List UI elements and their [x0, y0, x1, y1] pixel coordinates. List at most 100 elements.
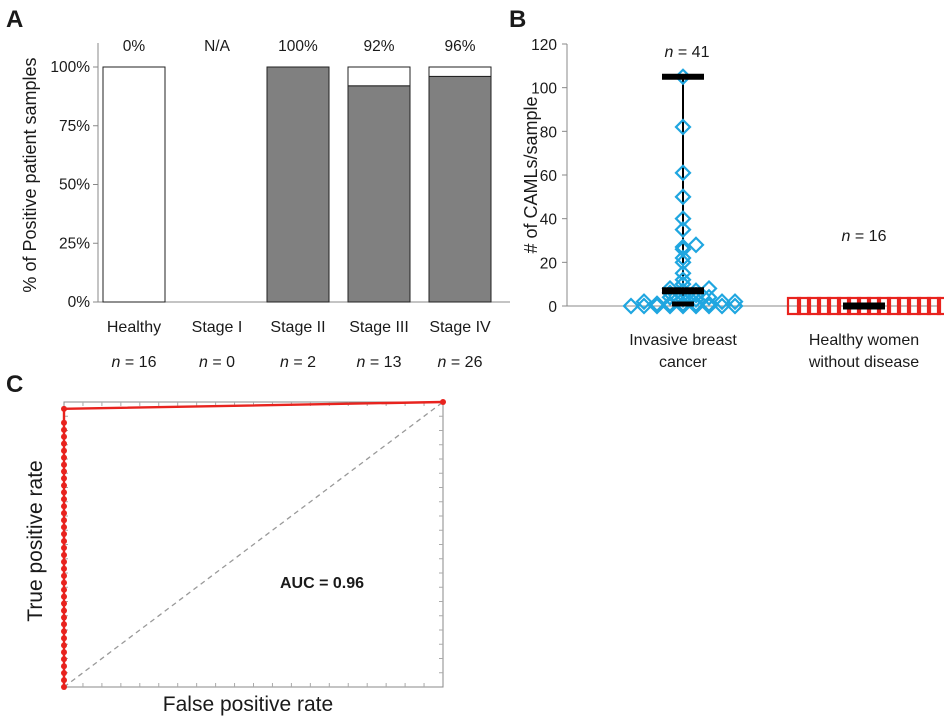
- panel-b: B 0 20 40 60 80 100 120 n = 41 Invasive breast c…: [509, 6, 944, 371]
- roc-point: [61, 642, 67, 649]
- roc-point: [61, 468, 67, 475]
- bar-top-label: 92%: [363, 38, 394, 55]
- roc-point: [61, 600, 67, 607]
- roc-point: [61, 579, 67, 586]
- sample-size-label: n = 0: [199, 354, 235, 371]
- roc-point: [61, 677, 67, 684]
- chance-diagonal: [63, 401, 444, 688]
- panel-b-y-axis-label: # of CAMLs/sample: [521, 96, 541, 253]
- group-label-line: cancer: [659, 354, 708, 371]
- roc-point: [61, 538, 67, 545]
- roc-point: [61, 593, 67, 600]
- roc-point: [61, 656, 67, 663]
- panel-b-y-tick-label: 120: [531, 37, 557, 54]
- bar-negative: [347, 66, 411, 87]
- roc-point: [61, 628, 67, 635]
- data-point: [674, 264, 692, 282]
- roc-point: [61, 454, 67, 461]
- roc-point: [61, 684, 67, 690]
- roc-point: [61, 496, 67, 503]
- bar-negative: [428, 66, 492, 77]
- category-label: Stage II: [270, 319, 325, 336]
- data-point: [916, 296, 932, 316]
- roc-point: [61, 426, 67, 433]
- panel-a-y-tick-label: 50%: [59, 177, 90, 194]
- panel-b-y-tick-label: 40: [540, 212, 558, 229]
- roc-point: [61, 552, 67, 559]
- roc-point: [61, 649, 67, 656]
- category-label: Healthy: [107, 319, 161, 336]
- data-point: [806, 296, 822, 316]
- roc-point: [61, 614, 67, 621]
- data-point: [635, 293, 653, 311]
- group-n-label: n = 16: [842, 228, 887, 245]
- roc-point: [61, 607, 67, 614]
- data-point: [674, 221, 692, 239]
- panel-b-y-tick-label: 80: [540, 124, 558, 141]
- sample-size-label: n = 16: [112, 354, 157, 371]
- roc-point: [61, 482, 67, 489]
- group-n-label: n = 41: [665, 44, 710, 61]
- sample-size-label: n = 13: [357, 354, 402, 371]
- roc-point: [61, 572, 67, 579]
- data-point: [700, 279, 718, 298]
- panel-a-axes: 0% 25% 50% 75% 100%: [50, 43, 510, 311]
- roc-point: [61, 530, 67, 537]
- category-label: Stage IV: [429, 319, 491, 336]
- data-point: [713, 293, 731, 311]
- roc-point: [61, 670, 67, 677]
- panel-a-letter: A: [6, 6, 23, 33]
- group-label-line: without disease: [808, 354, 919, 371]
- data-point: [786, 296, 802, 316]
- data-point: [674, 210, 692, 228]
- panel-b-labels: n = 41 Invasive breast cancer n = 16 Healthy…: [629, 44, 919, 371]
- data-point: [826, 296, 842, 316]
- roc-point: [61, 461, 67, 468]
- roc-point: [61, 419, 67, 426]
- roc-point: [61, 440, 67, 447]
- group-label-line: Healthy women: [809, 332, 919, 349]
- roc-point: [61, 544, 67, 551]
- roc-point: [61, 621, 67, 628]
- sample-size-label: n = 26: [438, 354, 483, 371]
- panel-b-points: [622, 68, 944, 316]
- panel-b-y-tick-label: 20: [540, 255, 558, 272]
- panel-a-bars: [102, 66, 492, 303]
- data-point: [816, 296, 832, 316]
- roc-point: [61, 558, 67, 565]
- data-point: [726, 293, 744, 311]
- group-label-line: Invasive breast: [629, 332, 737, 349]
- data-point: [936, 296, 944, 316]
- category-label: Stage III: [349, 319, 409, 336]
- panel-b-letter: B: [509, 6, 526, 33]
- data-point: [674, 164, 692, 182]
- bar-positive: [347, 85, 411, 303]
- roc-point: [61, 489, 67, 496]
- data-point: [674, 188, 692, 206]
- roc-point: [61, 447, 67, 454]
- panel-a-y-tick-label: 25%: [59, 235, 90, 252]
- data-point: [622, 297, 640, 315]
- data-point: [796, 296, 812, 316]
- data-point: [674, 118, 692, 136]
- bar-top-label: 96%: [444, 38, 475, 55]
- data-point: [906, 296, 922, 316]
- bar-top-label: 100%: [278, 38, 318, 55]
- panel-c-lines: [61, 399, 446, 690]
- roc-point: [440, 399, 446, 405]
- category-label: Stage I: [192, 319, 243, 336]
- bar-positive: [428, 75, 492, 303]
- panel-a-y-axis-label: % of Positive patient samples: [20, 57, 40, 292]
- panel-c-y-axis-label: True positive rate: [24, 460, 47, 621]
- roc-point: [61, 586, 67, 593]
- panel-b-y-tick-label: 0: [548, 299, 557, 316]
- roc-point: [61, 475, 67, 482]
- roc-point: [61, 663, 67, 670]
- roc-point: [61, 405, 67, 412]
- data-point: [674, 249, 692, 267]
- panel-b-y-tick-label: 100: [531, 81, 557, 98]
- panel-b-axes: 0 20 40 60 80 100 120: [531, 37, 940, 316]
- sample-size-label: n = 2: [280, 354, 316, 371]
- panel-c-letter: C: [6, 371, 23, 398]
